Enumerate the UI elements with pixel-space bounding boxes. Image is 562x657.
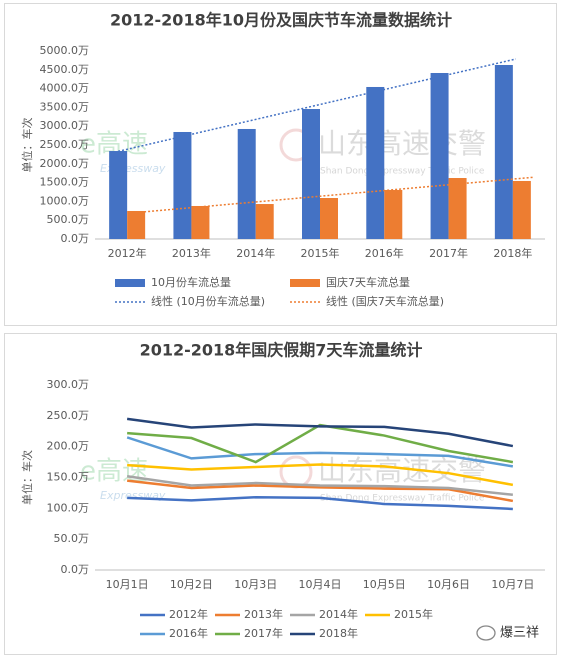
line-series [127, 463, 514, 487]
y-tick-label: 2500.0万 [40, 138, 90, 151]
legend-label: 2014年 [319, 607, 358, 621]
bar [512, 180, 531, 239]
line-series [126, 436, 514, 468]
bar [384, 190, 403, 239]
y-axis-label: 单位：车次 [20, 118, 34, 173]
y-tick-label: 500.0万 [47, 213, 90, 226]
y-tick-label: 4000.0万 [40, 82, 90, 95]
x-tick-label: 2018年 [493, 246, 532, 260]
wechat-icon [476, 625, 496, 641]
y-tick-label: 300.0万 [47, 378, 90, 391]
legend-swatch [290, 279, 320, 287]
y-tick-label: 150.0万 [47, 471, 90, 484]
legend-label: 10月份车流总量 [151, 275, 231, 289]
y-tick-label: 1500.0万 [40, 176, 90, 189]
legend-label: 2017年 [244, 626, 283, 640]
chart-title: 2012-2018年国庆假期7天车流量统计 [140, 341, 423, 360]
watermark: 山东高速交警 [318, 127, 486, 160]
x-tick-label: 2015年 [301, 246, 340, 260]
trendline [136, 176, 534, 214]
x-tick-label: 2013年 [172, 246, 211, 260]
bar [237, 128, 256, 239]
y-tick-label: 4500.0万 [40, 63, 90, 76]
y-tick-label: 200.0万 [47, 440, 90, 453]
bar [320, 198, 338, 239]
legend-label: 2012年 [169, 607, 208, 621]
bar [127, 210, 146, 239]
chart-frame [4, 3, 557, 326]
y-tick-label: 250.0万 [47, 409, 90, 422]
bar [430, 72, 449, 239]
legend-label: 2015年 [394, 607, 433, 621]
x-tick-label: 10月1日 [106, 578, 149, 591]
y-axis-label: 单位：车次 [20, 450, 34, 505]
y-tick-label: 0.0万 [61, 563, 90, 576]
trendline [117, 58, 517, 153]
x-tick-label: 2012年 [108, 246, 147, 260]
bar [255, 204, 274, 239]
legend-label: 线性 (国庆7天车流总量) [326, 294, 444, 308]
line-series [126, 417, 514, 448]
bar [109, 151, 128, 239]
y-tick-label: 3000.0万 [40, 119, 90, 132]
x-tick-label: 2017年 [429, 246, 468, 260]
bar [366, 86, 385, 239]
bar [173, 131, 192, 239]
y-tick-label: 1000.0万 [40, 194, 90, 207]
line-series [126, 475, 513, 497]
y-tick-label: 5000.0万 [40, 44, 90, 57]
bar [191, 205, 210, 239]
x-tick-label: 10月4日 [299, 578, 342, 591]
x-tick-label: 2016年 [365, 246, 404, 260]
y-tick-label: 2000.0万 [40, 157, 90, 170]
legend-label: 国庆7天车流总量 [326, 275, 410, 289]
bar [448, 178, 467, 239]
x-tick-label: 10月3日 [234, 578, 277, 591]
x-tick-label: 10月5日 [363, 578, 406, 591]
watermark: Shan Dong Expressway Traffic Police [320, 494, 485, 504]
watermark: 山东高速交警 [318, 454, 486, 487]
legend-label: 线性 (10月份车流总量) [151, 294, 265, 308]
legend-swatch [115, 279, 145, 287]
chart-frame [4, 333, 557, 655]
y-tick-label: 50.0万 [54, 532, 90, 545]
bar [494, 64, 513, 239]
y-tick-label: 100.0万 [47, 501, 90, 514]
chart-title: 2012-2018年10月份及国庆节车流量数据统计 [110, 11, 452, 30]
y-tick-label: 3500.0万 [40, 100, 90, 113]
x-tick-label: 10月7日 [491, 578, 534, 591]
footer-account: 爆三祥 [500, 626, 539, 641]
y-tick-label: 0.0万 [61, 232, 90, 245]
watermark: Shan Dong Expressway Traffic Police [320, 167, 485, 177]
legend-label: 2016年 [169, 626, 208, 640]
bar [302, 109, 320, 239]
legend-label: 2018年 [319, 626, 358, 640]
line-series [127, 495, 513, 511]
x-tick-label: 10月2日 [170, 578, 213, 591]
x-tick-label: 10月6日 [427, 578, 470, 591]
legend-label: 2013年 [244, 607, 283, 621]
x-tick-label: 2014年 [236, 246, 275, 260]
